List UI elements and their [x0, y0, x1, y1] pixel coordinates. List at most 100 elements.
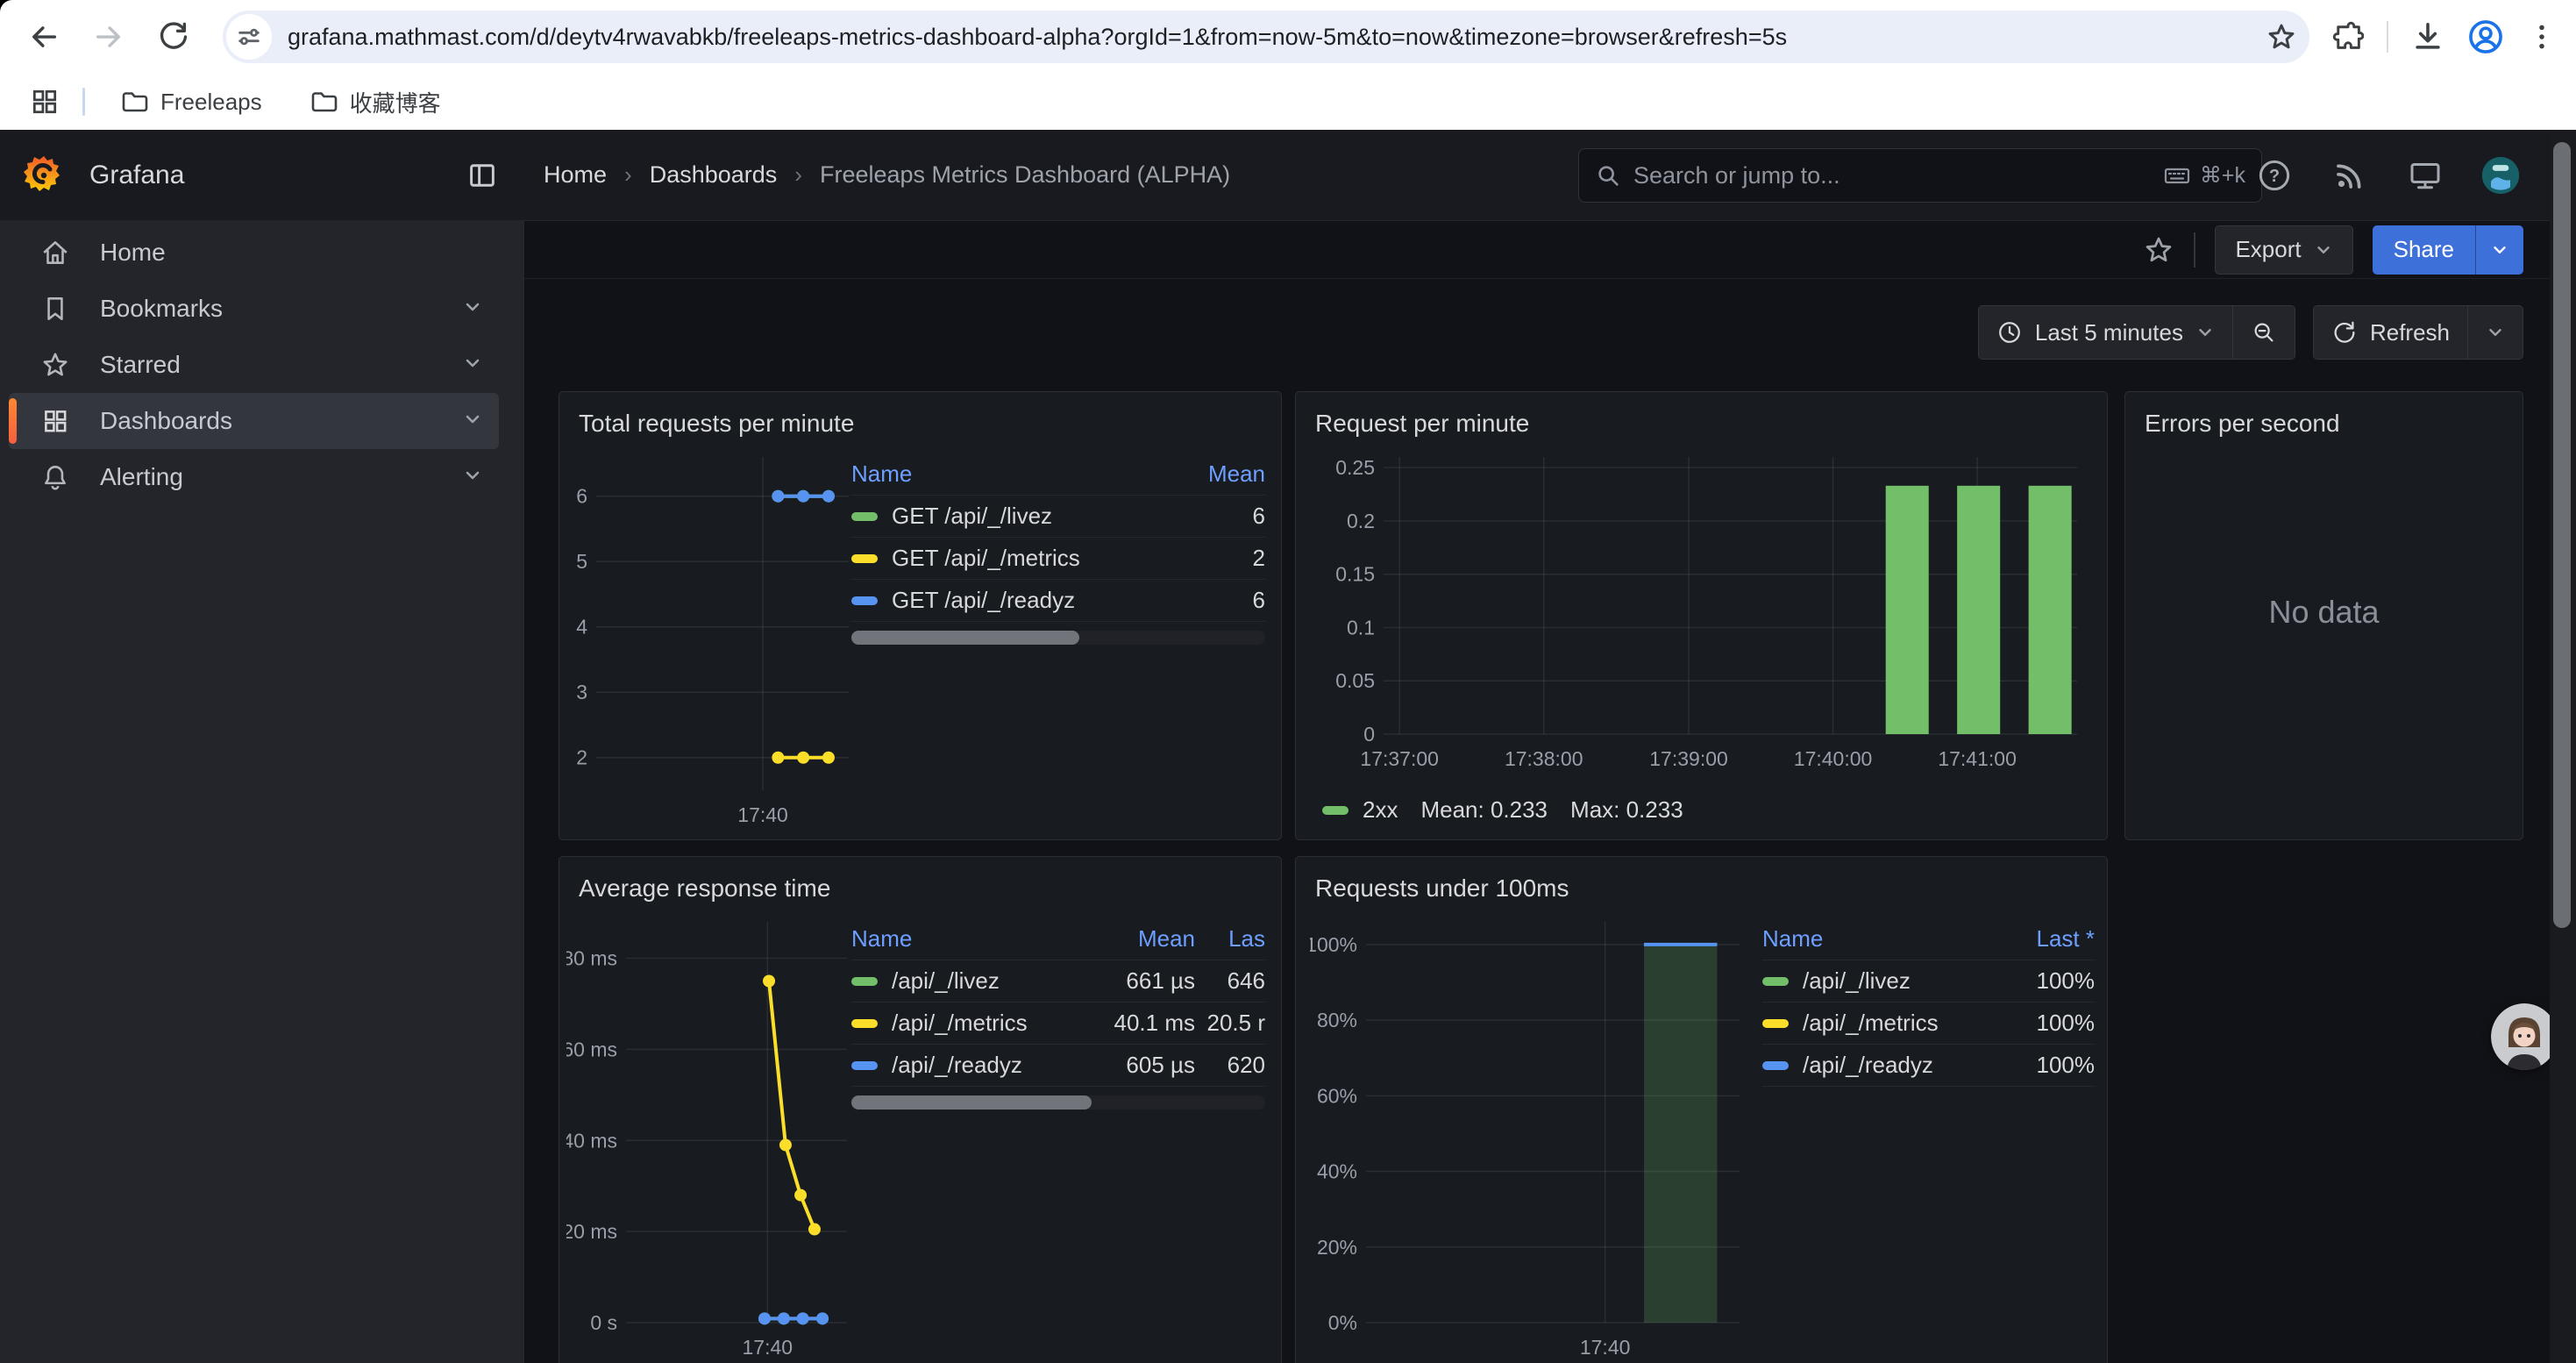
browser-profile-icon[interactable] — [2467, 18, 2504, 55]
sidebar-item-home[interactable]: Home — [9, 225, 499, 281]
sidebar-item-label: Home — [100, 239, 499, 267]
apps-grid-icon[interactable] — [30, 87, 60, 117]
grafana-logo-icon[interactable] — [23, 154, 65, 196]
legend-header-name[interactable]: Name — [851, 925, 1064, 953]
panel-title[interactable]: Request per minute — [1296, 392, 2107, 438]
breadcrumb-home[interactable]: Home — [544, 161, 607, 189]
series-color-pill[interactable] — [1762, 1061, 1789, 1070]
assistant-avatar[interactable] — [2491, 1003, 2558, 1070]
legend-row: /api/_/metrics 100% — [1762, 1003, 2095, 1045]
header-icons: ? — [2255, 130, 2520, 221]
panel-title[interactable]: Errors per second — [2125, 392, 2523, 438]
forward-button[interactable] — [84, 12, 133, 61]
bookmark-folder-freeleaps[interactable]: Freeleaps — [108, 82, 274, 121]
chevron-down-icon[interactable] — [462, 296, 483, 322]
keyboard-icon — [2163, 161, 2191, 189]
series-name[interactable]: /api/_/metrics — [892, 1010, 1028, 1037]
series-color-pill — [1322, 806, 1348, 815]
panel-title[interactable]: Average response time — [559, 857, 1281, 903]
series-name[interactable]: /api/_/livez — [892, 967, 1000, 995]
site-settings-button[interactable] — [226, 14, 272, 60]
sidebar-item-dashboards[interactable]: Dashboards — [9, 393, 499, 449]
total-requests-chart[interactable]: 17:4023456 — [566, 445, 856, 829]
legend-header-name[interactable]: Name — [851, 460, 1160, 488]
brand-name[interactable]: Grafana — [89, 161, 184, 190]
sidebar-collapse-button[interactable] — [456, 149, 509, 202]
legend-scrollbar[interactable] — [851, 631, 1265, 645]
sidebar-item-starred[interactable]: Starred — [9, 337, 499, 393]
legend-header-name[interactable]: Name — [1762, 925, 1998, 953]
sidebar-item-bookmarks[interactable]: Bookmarks — [9, 281, 499, 337]
svg-text:17:41:00: 17:41:00 — [1938, 747, 2017, 770]
series-name[interactable]: /api/_/livez — [1803, 967, 1911, 995]
legend-header-mean[interactable]: Mean — [1160, 460, 1265, 488]
legend-scrollbar[interactable] — [851, 1095, 1265, 1110]
legend-header-mean[interactable]: Mean — [1064, 925, 1195, 953]
refresh-button[interactable]: Refresh — [2314, 306, 2467, 359]
time-range-button[interactable]: Last 5 minutes — [1979, 306, 2232, 359]
series-color-pill[interactable] — [851, 512, 878, 521]
share-menu-button[interactable] — [2475, 225, 2523, 275]
zoom-out-button[interactable] — [2232, 306, 2295, 359]
legend-item[interactable]: 2xx — [1322, 796, 1398, 824]
series-name[interactable]: /api/_/metrics — [1803, 1010, 1939, 1037]
series-color-pill[interactable] — [851, 1019, 878, 1028]
legend-header-last[interactable]: Last * — [1998, 925, 2095, 953]
bookmark-folder-label: Freeleaps — [160, 89, 262, 116]
time-range-split: Last 5 minutes — [1978, 305, 2295, 360]
chevron-down-icon[interactable] — [462, 465, 483, 490]
series-name[interactable]: /api/_/readyz — [892, 1052, 1022, 1079]
news-button[interactable] — [2330, 156, 2369, 195]
url-bar[interactable]: grafana.mathmast.com/d/deytv4rwavabkb/fr… — [223, 11, 2309, 63]
back-button[interactable] — [19, 12, 68, 61]
bookmark-star-icon[interactable] — [2266, 21, 2297, 53]
extensions-icon[interactable] — [2332, 21, 2364, 53]
legend-scrollbar-thumb[interactable] — [851, 631, 1079, 645]
breadcrumb-dashboards[interactable]: Dashboards — [650, 161, 778, 189]
chevron-down-icon[interactable] — [462, 353, 483, 378]
under-100ms-chart[interactable]: 17:400%20%40%60%80%100% — [1310, 910, 1748, 1361]
series-name[interactable]: GET /api/_/readyz — [892, 587, 1075, 614]
dashboard-toolbar: Export Share — [524, 221, 2550, 279]
search-icon — [1595, 162, 1621, 189]
user-avatar[interactable] — [2481, 156, 2520, 195]
legend-header-last[interactable]: Las — [1195, 925, 1265, 953]
page-scrollbar-thumb[interactable] — [2553, 142, 2571, 928]
svg-text:40 ms: 40 ms — [566, 1129, 617, 1152]
export-button[interactable]: Export — [2215, 225, 2352, 275]
sidebar-item-alerting[interactable]: Alerting — [9, 449, 499, 505]
download-icon[interactable] — [2411, 20, 2444, 54]
favorite-star-icon[interactable] — [2143, 234, 2174, 266]
display-button[interactable] — [2406, 156, 2444, 195]
search-input[interactable]: Search or jump to... ⌘+k — [1578, 148, 2262, 203]
series-color-pill[interactable] — [1762, 1019, 1789, 1028]
series-color-pill[interactable] — [851, 977, 878, 986]
chevron-down-icon[interactable] — [462, 409, 483, 434]
browser-menu-icon[interactable] — [2527, 22, 2557, 52]
page-scrollbar[interactable] — [2550, 130, 2576, 1363]
avg-response-chart[interactable]: 17:400 s20 ms40 ms60 ms80 ms — [566, 910, 856, 1361]
series-name[interactable]: /api/_/readyz — [1803, 1052, 1933, 1079]
svg-text:0.25: 0.25 — [1335, 456, 1375, 479]
refresh-interval-button[interactable] — [2467, 306, 2523, 359]
series-last: 100% — [1998, 1010, 2095, 1037]
series-color-pill[interactable] — [851, 1061, 878, 1070]
svg-text:80 ms: 80 ms — [566, 947, 617, 970]
series-color-pill[interactable] — [851, 596, 878, 605]
legend-row: GET /api/_/livez 6 — [851, 496, 1265, 538]
series-color-pill[interactable] — [1762, 977, 1789, 986]
svg-text:100%: 100% — [1310, 933, 1357, 956]
request-per-minute-chart[interactable]: 17:37:0017:38:0017:39:0017:40:0017:41:00… — [1310, 445, 2095, 773]
legend-scrollbar-thumb[interactable] — [851, 1095, 1092, 1110]
series-name[interactable]: GET /api/_/metrics — [892, 545, 1080, 572]
share-button[interactable]: Share — [2373, 225, 2475, 275]
panel-title[interactable]: Requests under 100ms — [1296, 857, 2107, 903]
help-button[interactable]: ? — [2255, 156, 2294, 195]
series-name[interactable]: GET /api/_/livez — [892, 503, 1052, 530]
panel-left-icon — [466, 160, 498, 191]
reload-button[interactable] — [149, 12, 198, 61]
breadcrumb-current: Freeleaps Metrics Dashboard (ALPHA) — [820, 161, 1230, 189]
bookmark-folder-blogs[interactable]: 收藏博客 — [297, 81, 453, 124]
panel-title[interactable]: Total requests per minute — [559, 392, 1281, 438]
series-color-pill[interactable] — [851, 554, 878, 563]
